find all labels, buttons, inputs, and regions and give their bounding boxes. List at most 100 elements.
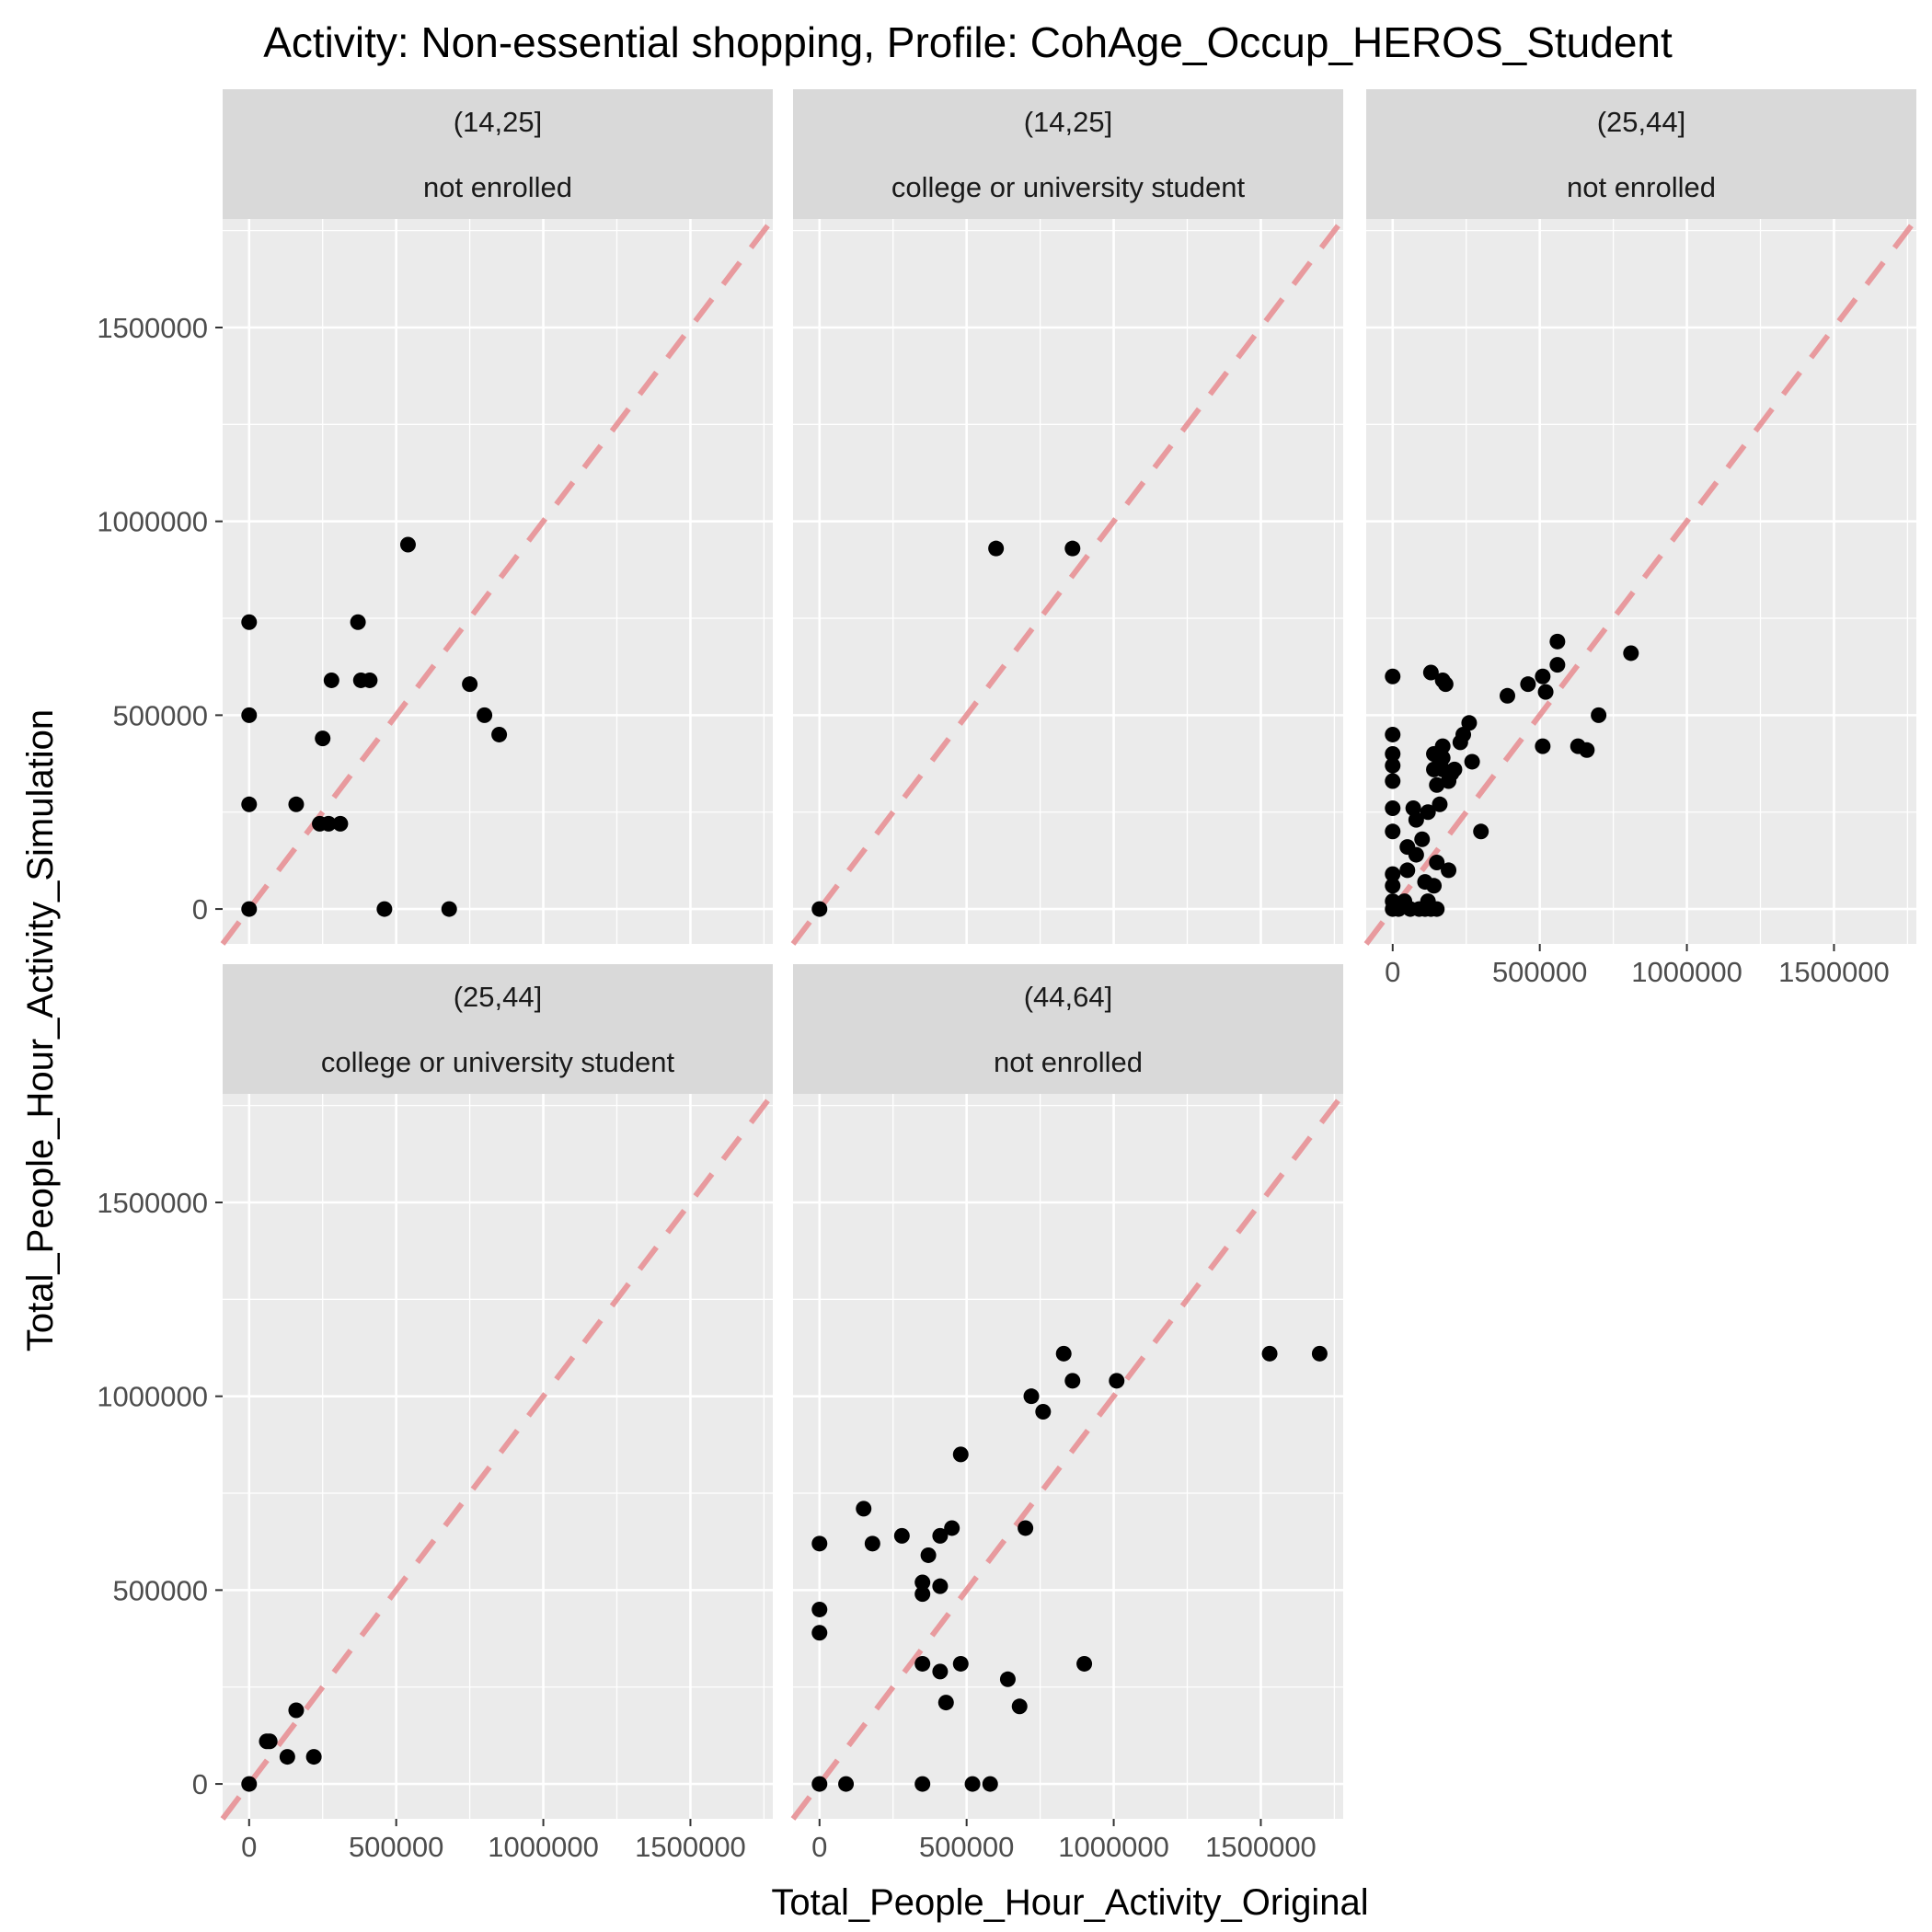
data-point xyxy=(932,1578,949,1594)
data-point xyxy=(241,707,258,723)
data-point xyxy=(1473,823,1489,840)
data-point xyxy=(1446,761,1463,777)
data-point xyxy=(1109,1373,1125,1389)
y-tick-label: 0 xyxy=(192,1768,208,1800)
data-point xyxy=(952,1446,969,1463)
data-point xyxy=(279,1749,295,1765)
x-tick-label: 1500000 xyxy=(1778,956,1890,988)
y-tick-label: 500000 xyxy=(113,699,208,731)
facet-strip xyxy=(793,964,1343,1094)
data-point xyxy=(362,672,378,688)
identity-reference-line xyxy=(220,1092,776,1821)
x-tick-label: 1000000 xyxy=(488,1831,599,1863)
data-point xyxy=(1311,1345,1328,1362)
data-point xyxy=(1455,726,1472,742)
data-point xyxy=(1385,823,1401,840)
chart-title: Activity: Non-essential shopping, Profil… xyxy=(263,18,1673,66)
facet-strip-label: (14,25] xyxy=(1024,106,1113,138)
data-point xyxy=(893,1527,910,1544)
data-point xyxy=(811,1625,828,1641)
data-point xyxy=(856,1501,872,1517)
identity-reference-line xyxy=(790,1092,1346,1821)
identity-reference-line xyxy=(1363,217,1919,946)
data-point xyxy=(1434,750,1451,766)
facet-strip xyxy=(1366,89,1916,219)
y-tick-label: 1500000 xyxy=(97,312,208,344)
data-point xyxy=(982,1776,998,1792)
data-point xyxy=(1441,862,1457,879)
data-point xyxy=(1055,1345,1072,1362)
x-tick-label: 1000000 xyxy=(1058,1831,1169,1863)
data-point xyxy=(1535,738,1551,754)
data-point xyxy=(811,1535,828,1552)
data-point xyxy=(350,614,366,630)
facet-strip-label: (14,25] xyxy=(454,106,543,138)
data-point xyxy=(288,1702,305,1719)
x-tick-label: 500000 xyxy=(349,1831,443,1863)
x-axis-title: Total_People_Hour_Activity_Original xyxy=(771,1882,1368,1923)
facet-strip xyxy=(223,89,773,219)
x-tick-label: 1000000 xyxy=(1631,956,1742,988)
data-point xyxy=(1385,878,1401,894)
facet-strip-label: not enrolled xyxy=(423,171,572,203)
facet-strip-label: not enrolled xyxy=(994,1046,1143,1078)
y-tick-label: 500000 xyxy=(113,1574,208,1606)
x-tick-label: 500000 xyxy=(1492,956,1587,988)
facet-strip-label: not enrolled xyxy=(1567,171,1716,203)
data-point xyxy=(1420,804,1436,821)
data-point xyxy=(241,796,258,812)
data-point xyxy=(1023,1388,1040,1405)
data-point xyxy=(1408,811,1424,828)
data-point xyxy=(1535,668,1551,684)
data-point xyxy=(1064,540,1081,557)
data-point xyxy=(1537,684,1554,700)
facet-panel: (44,64] not enrolled 0 500000 1000000 1500000 xyxy=(790,964,1346,1863)
data-point xyxy=(441,901,457,917)
facet-strip xyxy=(223,964,773,1094)
data-point xyxy=(241,1776,258,1792)
data-point xyxy=(305,1749,322,1765)
facet-strip-label: (44,64] xyxy=(1024,981,1113,1013)
data-point xyxy=(1385,773,1401,789)
data-point xyxy=(376,901,393,917)
data-point xyxy=(1623,645,1639,661)
data-point xyxy=(1520,676,1536,693)
data-point xyxy=(1408,846,1424,863)
data-point xyxy=(811,1776,828,1792)
facet-panels: (14,25] not enrolled 0 500000 1000000 1500000… xyxy=(97,89,1919,1863)
data-point xyxy=(811,1601,828,1617)
y-axis-title: Total_People_Hour_Activity_Simulation xyxy=(20,709,61,1351)
facet-strip-label: college or university student xyxy=(321,1046,675,1078)
x-tick-label: 500000 xyxy=(919,1831,1014,1863)
data-point xyxy=(1385,866,1401,882)
data-point xyxy=(1076,1655,1093,1672)
data-point xyxy=(477,707,493,723)
data-point xyxy=(999,1671,1016,1687)
data-point xyxy=(1549,657,1566,673)
data-point xyxy=(1011,1698,1028,1715)
y-tick-label: 1000000 xyxy=(97,1381,208,1413)
data-point xyxy=(1385,800,1401,817)
data-point xyxy=(1399,862,1416,879)
x-tick-label: 0 xyxy=(811,1831,827,1863)
data-point xyxy=(320,815,337,832)
x-tick-label: 1500000 xyxy=(1205,1831,1317,1863)
data-point xyxy=(932,1527,949,1544)
data-point xyxy=(1437,676,1454,693)
data-point xyxy=(1434,738,1451,754)
data-point xyxy=(323,672,339,688)
data-point xyxy=(1018,1520,1034,1536)
data-point xyxy=(811,901,828,917)
y-tick-label: 0 xyxy=(192,893,208,926)
data-point xyxy=(1499,687,1515,704)
data-point xyxy=(944,1520,960,1536)
data-point xyxy=(1385,757,1401,774)
data-point xyxy=(914,1655,931,1672)
data-point xyxy=(462,676,478,693)
data-point xyxy=(988,540,1005,557)
data-point xyxy=(838,1776,855,1792)
y-tick-label: 1500000 xyxy=(97,1187,208,1219)
data-point xyxy=(1429,901,1445,917)
data-point xyxy=(937,1695,954,1711)
